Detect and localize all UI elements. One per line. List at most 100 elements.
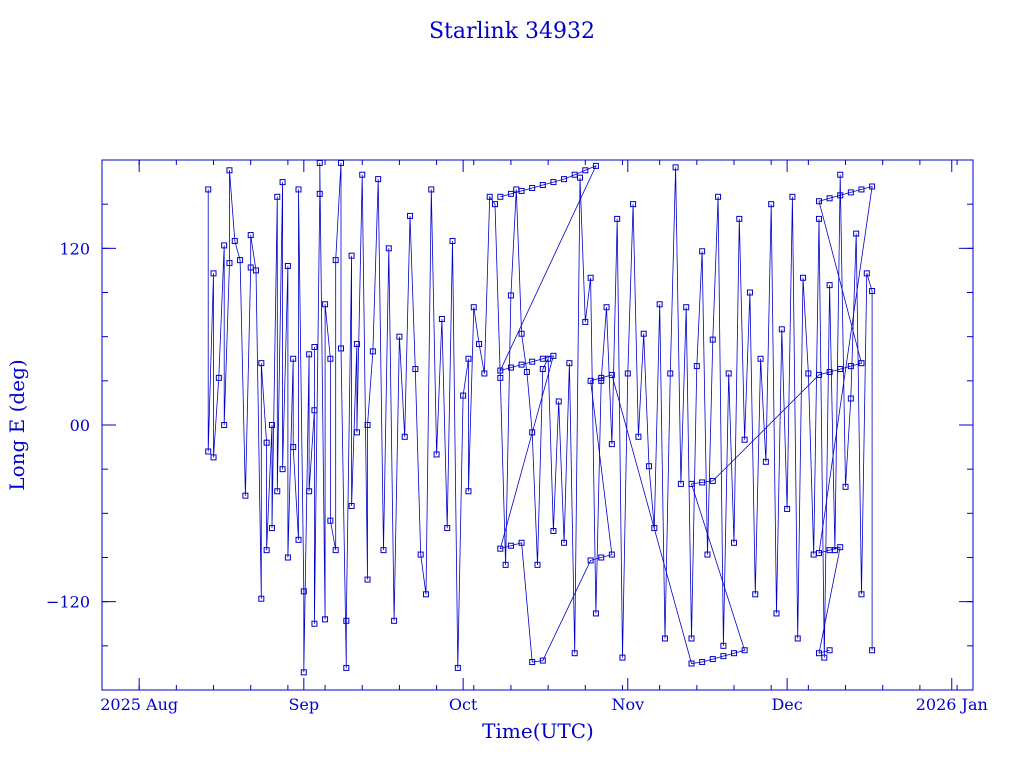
data-point [497,367,504,374]
data-point [444,525,451,532]
data-point [364,576,371,583]
data-point [709,477,716,484]
y-tick-label: 00 [70,416,90,435]
data-point [821,654,828,661]
data-point [539,366,546,373]
data-point [683,304,690,311]
data-series [205,159,876,676]
data-point [407,212,414,219]
data-point [869,647,876,654]
data-point [348,252,355,259]
data-point [709,656,716,663]
data-point [837,544,844,551]
data-point [630,201,637,208]
data-point [603,304,610,311]
data-point [624,370,631,377]
data-point [401,433,408,440]
y-tick-label: 120 [59,239,90,258]
data-point [353,341,360,348]
data-point [215,374,222,381]
data-point [274,488,281,495]
data-point [385,245,392,252]
data-point [582,318,589,325]
data-point [826,282,833,289]
data-point [306,488,313,495]
data-point [486,193,493,200]
data-point [582,167,589,174]
data-point [433,451,440,458]
data-point [529,184,536,191]
data-point [715,193,722,200]
data-point [353,429,360,436]
data-point [699,479,706,486]
data-point [221,242,228,249]
data-point [311,407,318,414]
data-point [571,650,578,657]
data-point [396,333,403,340]
data-point [550,179,557,186]
data-point [460,392,467,399]
data-point [539,182,546,189]
data-point [640,330,647,337]
data-point [322,301,329,308]
data-point [688,660,695,667]
data-point [539,355,546,362]
data-point [534,561,541,568]
data-point [608,371,615,378]
data-point [661,635,668,642]
data-point [300,588,307,595]
data-point [815,550,822,557]
data-point [709,336,716,343]
data-point [539,657,546,664]
data-point [847,395,854,402]
data-point [316,159,323,166]
data-point [815,371,822,378]
data-point [476,341,483,348]
data-point [741,647,748,654]
data-point [322,616,329,623]
data-point [417,551,424,558]
data-point [529,659,536,666]
data-point [284,554,291,561]
data-point [242,492,249,499]
data-point [422,591,429,598]
data-point [550,352,557,359]
data-point [465,355,472,362]
data-point [635,433,642,440]
data-point [667,370,674,377]
chart-title: Starlink 34932 [429,19,595,44]
data-point [587,274,594,281]
data-point [391,617,398,624]
data-point [773,610,780,617]
data-point [518,539,525,546]
data-point [720,653,727,660]
data-point [221,422,228,428]
data-point [226,167,233,174]
data-point [306,351,313,358]
data-point [226,260,233,267]
data-point [449,237,456,244]
data-point [263,547,270,554]
y-axis-label: Long E (deg) [5,359,29,490]
data-point [587,557,594,564]
data-point [529,358,536,365]
data-point [507,190,514,197]
data-point [598,374,605,381]
data-point [327,355,334,362]
data-point [274,193,281,200]
data-point [295,186,302,193]
data-point [375,176,382,183]
data-point [853,230,860,237]
data-point [842,483,849,490]
data-point [598,554,605,561]
data-point [778,326,785,333]
data-point [210,270,217,277]
data-point [699,248,706,255]
data-point [762,458,769,465]
x-tick-label: Oct [449,695,478,714]
data-point [343,664,350,671]
data-point [789,193,796,200]
series-line [499,165,873,664]
data-point [311,620,318,627]
